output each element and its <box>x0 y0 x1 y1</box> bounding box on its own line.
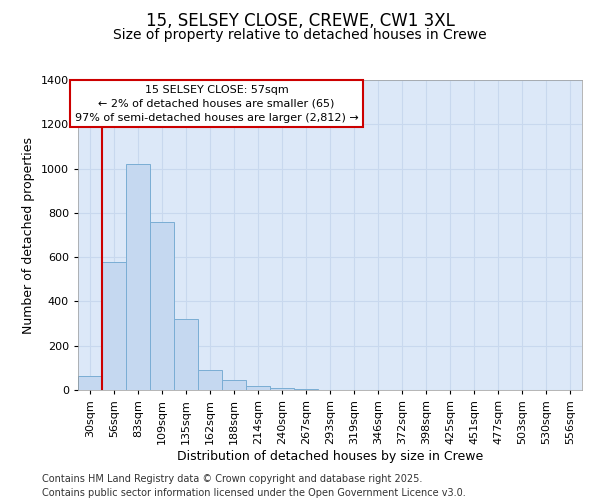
Y-axis label: Number of detached properties: Number of detached properties <box>22 136 35 334</box>
Bar <box>198 370 222 390</box>
Bar <box>150 222 174 390</box>
Bar <box>126 164 150 390</box>
Text: Size of property relative to detached houses in Crewe: Size of property relative to detached ho… <box>113 28 487 42</box>
Bar <box>246 386 270 390</box>
Bar <box>174 319 198 390</box>
Text: 15, SELSEY CLOSE, CREWE, CW1 3XL: 15, SELSEY CLOSE, CREWE, CW1 3XL <box>146 12 454 30</box>
Text: 15 SELSEY CLOSE: 57sqm
← 2% of detached houses are smaller (65)
97% of semi-deta: 15 SELSEY CLOSE: 57sqm ← 2% of detached … <box>75 84 358 122</box>
Bar <box>78 376 102 390</box>
Bar <box>222 380 246 390</box>
Bar <box>270 388 294 390</box>
Bar <box>294 389 318 390</box>
X-axis label: Distribution of detached houses by size in Crewe: Distribution of detached houses by size … <box>177 450 483 462</box>
Text: Contains HM Land Registry data © Crown copyright and database right 2025.
Contai: Contains HM Land Registry data © Crown c… <box>42 474 466 498</box>
Bar <box>102 262 126 390</box>
